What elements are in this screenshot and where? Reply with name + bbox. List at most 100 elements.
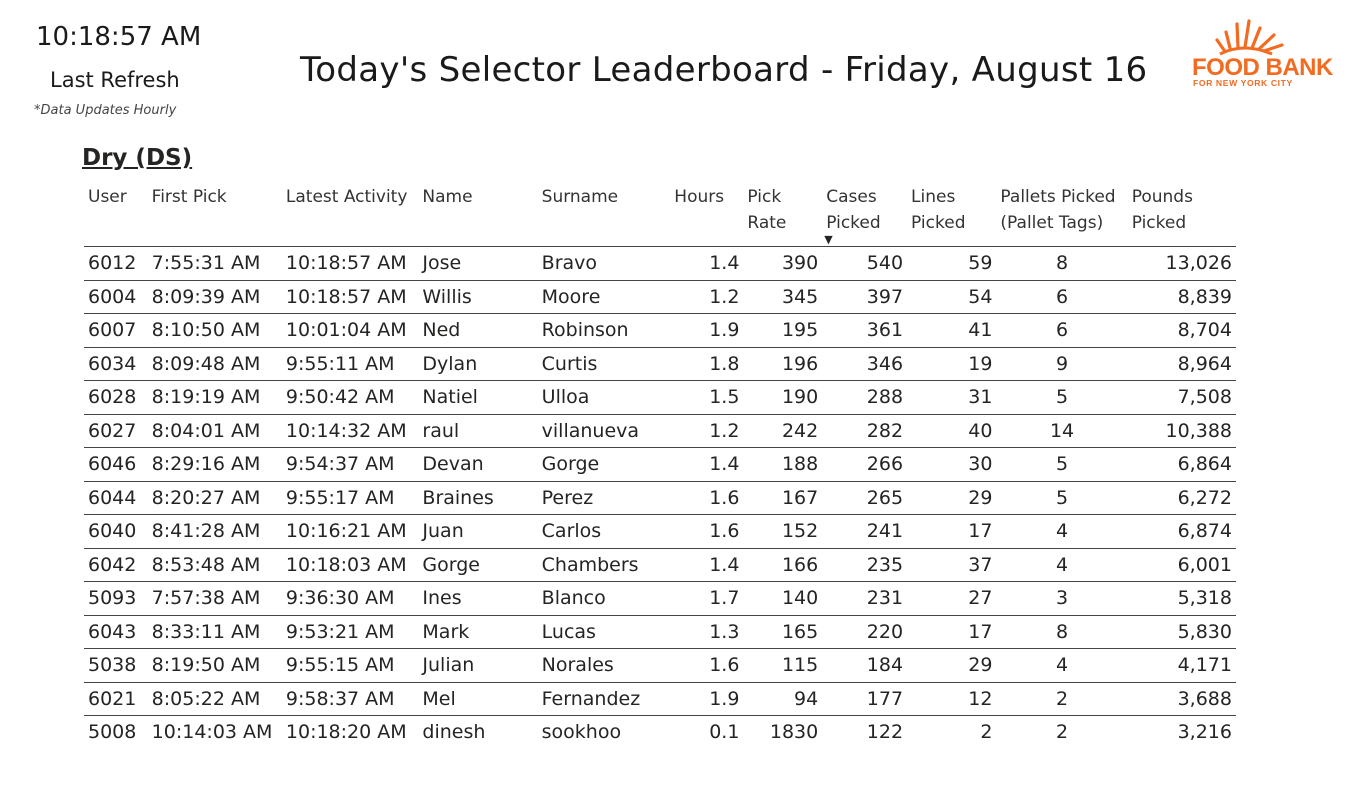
cell-first-pick: 8:19:50 AM bbox=[147, 648, 282, 683]
cell-lines-picked: 31 bbox=[907, 380, 997, 415]
cell-lines-picked: 17 bbox=[907, 615, 997, 649]
table-row[interactable]: 6042 8:53:48 AM 10:18:03 AM Gorge Chambers 1.… bbox=[84, 548, 1236, 582]
column-header-surname[interactable]: Surname bbox=[537, 182, 671, 247]
cell-first-pick: 7:57:38 AM bbox=[147, 581, 282, 616]
cell-hours: 1.8 bbox=[670, 347, 744, 381]
column-header-lines-picked[interactable]: Lines Picked bbox=[907, 182, 997, 247]
cell-pounds-picked: 5,830 bbox=[1127, 615, 1236, 649]
cell-pallets-picked: 2 bbox=[996, 682, 1128, 716]
table-row[interactable]: 6040 8:41:28 AM 10:16:21 AM Juan Carlos 1.6 15… bbox=[84, 514, 1236, 549]
cell-surname: Lucas bbox=[537, 615, 671, 649]
cell-hours: 1.6 bbox=[670, 514, 744, 549]
cell-pounds-picked: 6,272 bbox=[1127, 481, 1236, 515]
cell-first-pick: 8:05:22 AM bbox=[147, 682, 282, 716]
column-header-first-pick[interactable]: First Pick bbox=[147, 182, 282, 247]
column-header-label: Picked bbox=[826, 213, 881, 233]
cell-hours: 1.4 bbox=[670, 246, 744, 281]
cell-lines-picked: 30 bbox=[907, 447, 997, 482]
cell-name: Juan bbox=[418, 514, 538, 549]
cell-hours: 0.1 bbox=[709, 721, 740, 744]
column-header-label: Hours bbox=[674, 187, 725, 207]
column-header-label: Rate bbox=[747, 213, 787, 233]
cell-hours: 1.4 bbox=[670, 548, 744, 582]
column-header-label: First Pick bbox=[151, 187, 227, 207]
table-row[interactable]: 6012 7:55:31 AM 10:18:57 AM Jose Bravo 1.4 390… bbox=[84, 246, 1236, 281]
cell-latest-activity: 9:55:15 AM bbox=[281, 648, 419, 683]
column-header-name[interactable]: Name bbox=[418, 182, 538, 247]
table-row[interactable]: 6028 8:19:19 AM 9:50:42 AM Natiel Ulloa 1.5 19… bbox=[84, 380, 1236, 415]
cell-latest-activity: 10:16:21 AM bbox=[281, 514, 419, 549]
cell-pick-rate: 152 bbox=[743, 514, 823, 549]
cell-pallets-picked: 5 bbox=[996, 481, 1128, 515]
column-header-label: Picked bbox=[1131, 213, 1187, 233]
cell-latest-activity: 9:36:30 AM bbox=[281, 581, 419, 616]
cell-pounds-picked: 6,864 bbox=[1127, 447, 1236, 482]
cell-hours: 1.5 bbox=[670, 380, 744, 415]
cell-pallets-picked: 14 bbox=[996, 414, 1128, 448]
cell-user: 6046 bbox=[84, 447, 148, 482]
cell-lines-picked: 59 bbox=[907, 246, 997, 281]
cell-lines-picked: 54 bbox=[907, 280, 997, 314]
column-header-pallets-picked[interactable]: Pallets Picked (Pallet Tags) bbox=[996, 182, 1128, 247]
sort-descending-icon: ▼ bbox=[824, 233, 833, 246]
column-header-cases-picked[interactable]: Cases Picked ▼ bbox=[822, 182, 908, 247]
table-row[interactable]: 6034 8:09:48 AM 9:55:11 AM Dylan Curtis 1.8 19… bbox=[84, 347, 1236, 381]
cell-lines-picked: 37 bbox=[907, 548, 997, 582]
cell-pallets-picked: 4 bbox=[996, 514, 1128, 549]
table-row[interactable]: 5038 8:19:50 AM 9:55:15 AM Julian Norales 1.6… bbox=[84, 648, 1236, 683]
cell-pounds-picked: 7,508 bbox=[1127, 380, 1236, 415]
cell-user: 6004 bbox=[84, 280, 148, 314]
cell-surname: Blanco bbox=[537, 581, 671, 616]
cell-first-pick: 8:19:19 AM bbox=[147, 380, 282, 415]
table-row[interactable]: 6007 8:10:50 AM 10:01:04 AM Ned Robinson 1.9 1… bbox=[84, 313, 1236, 348]
cell-user: 6027 bbox=[84, 414, 148, 448]
cell-pallets-picked: 5 bbox=[996, 447, 1128, 482]
page-title: Today's Selector Leaderboard - Friday, A… bbox=[300, 50, 1148, 90]
last-refresh-label: Last Refresh bbox=[50, 68, 180, 92]
column-header-label: Pounds bbox=[1131, 187, 1193, 207]
cell-lines-picked: 17 bbox=[907, 514, 997, 549]
table-row[interactable]: 6021 8:05:22 AM 9:58:37 AM Mel Fernandez 1.9 9… bbox=[84, 682, 1236, 716]
cell-surname: Ulloa bbox=[537, 380, 671, 415]
cell-user: 5093 bbox=[84, 581, 148, 616]
column-header-pounds-picked[interactable]: Pounds Picked bbox=[1127, 182, 1236, 247]
cell-pallets-picked: 9 bbox=[996, 347, 1128, 381]
cell-cases-picked: 265 bbox=[822, 481, 908, 515]
cell-lines-picked: 12 bbox=[907, 682, 997, 716]
table-row[interactable]: 6046 8:29:16 AM 9:54:37 AM Devan Gorge 1.4 188… bbox=[84, 447, 1236, 482]
table-row[interactable]: 5093 7:57:38 AM 9:36:30 AM Ines Blanco 1.7 140… bbox=[84, 581, 1236, 616]
column-header-latest-activity[interactable]: Latest Activity bbox=[281, 182, 419, 247]
logo-subtitle: FOR NEW YORK CITY bbox=[1193, 78, 1293, 88]
cell-cases-picked: 235 bbox=[822, 548, 908, 582]
cell-lines-picked: 41 bbox=[907, 313, 997, 348]
cell-name: Ned bbox=[418, 313, 538, 348]
cell-cases-picked: 397 bbox=[822, 280, 908, 314]
cell-lines-picked: 40 bbox=[907, 414, 997, 448]
table-row[interactable]: 6027 8:04:01 AM 10:14:32 AM raul villanueva 1… bbox=[84, 414, 1236, 448]
cell-surname: Bravo bbox=[537, 246, 671, 281]
cell-user: 6040 bbox=[84, 514, 148, 549]
table-row[interactable]: 6044 8:20:27 AM 9:55:17 AM Braines Perez 1.6 1… bbox=[84, 481, 1236, 515]
column-header-user[interactable]: User bbox=[84, 182, 148, 247]
cell-pick-rate: 140 bbox=[743, 581, 823, 616]
cell-user: 5008 bbox=[88, 721, 137, 744]
cell-pick-rate: 188 bbox=[743, 447, 823, 482]
cell-name: Ines bbox=[418, 581, 538, 616]
cell-name: Julian bbox=[418, 648, 538, 683]
table-row[interactable]: 6004 8:09:39 AM 10:18:57 AM Willis Moore 1.2 3… bbox=[84, 280, 1236, 314]
cell-surname: Curtis bbox=[537, 347, 671, 381]
column-header-pick-rate[interactable]: Pick Rate bbox=[743, 182, 823, 247]
cell-surname: sookhoo bbox=[541, 721, 622, 744]
cell-latest-activity: 9:54:37 AM bbox=[281, 447, 419, 482]
cell-name: Braines bbox=[418, 481, 538, 515]
cell-hours: 1.7 bbox=[670, 581, 744, 616]
column-header-hours[interactable]: Hours bbox=[670, 182, 744, 247]
cell-pallets-picked: 8 bbox=[996, 246, 1128, 281]
table-row[interactable]: 6043 8:33:11 AM 9:53:21 AM Mark Lucas 1.3 165 2… bbox=[84, 615, 1236, 649]
cell-name: Jose bbox=[418, 246, 538, 281]
column-header-label: Lines bbox=[911, 187, 956, 207]
cell-hours: 1.2 bbox=[670, 414, 744, 448]
cell-cases-picked: 346 bbox=[822, 347, 908, 381]
table-row[interactable]: 5008 10:14:03 AM 10:18:20 AM dinesh sookhoo 0… bbox=[84, 716, 1236, 749]
cell-first-pick: 8:09:48 AM bbox=[147, 347, 282, 381]
